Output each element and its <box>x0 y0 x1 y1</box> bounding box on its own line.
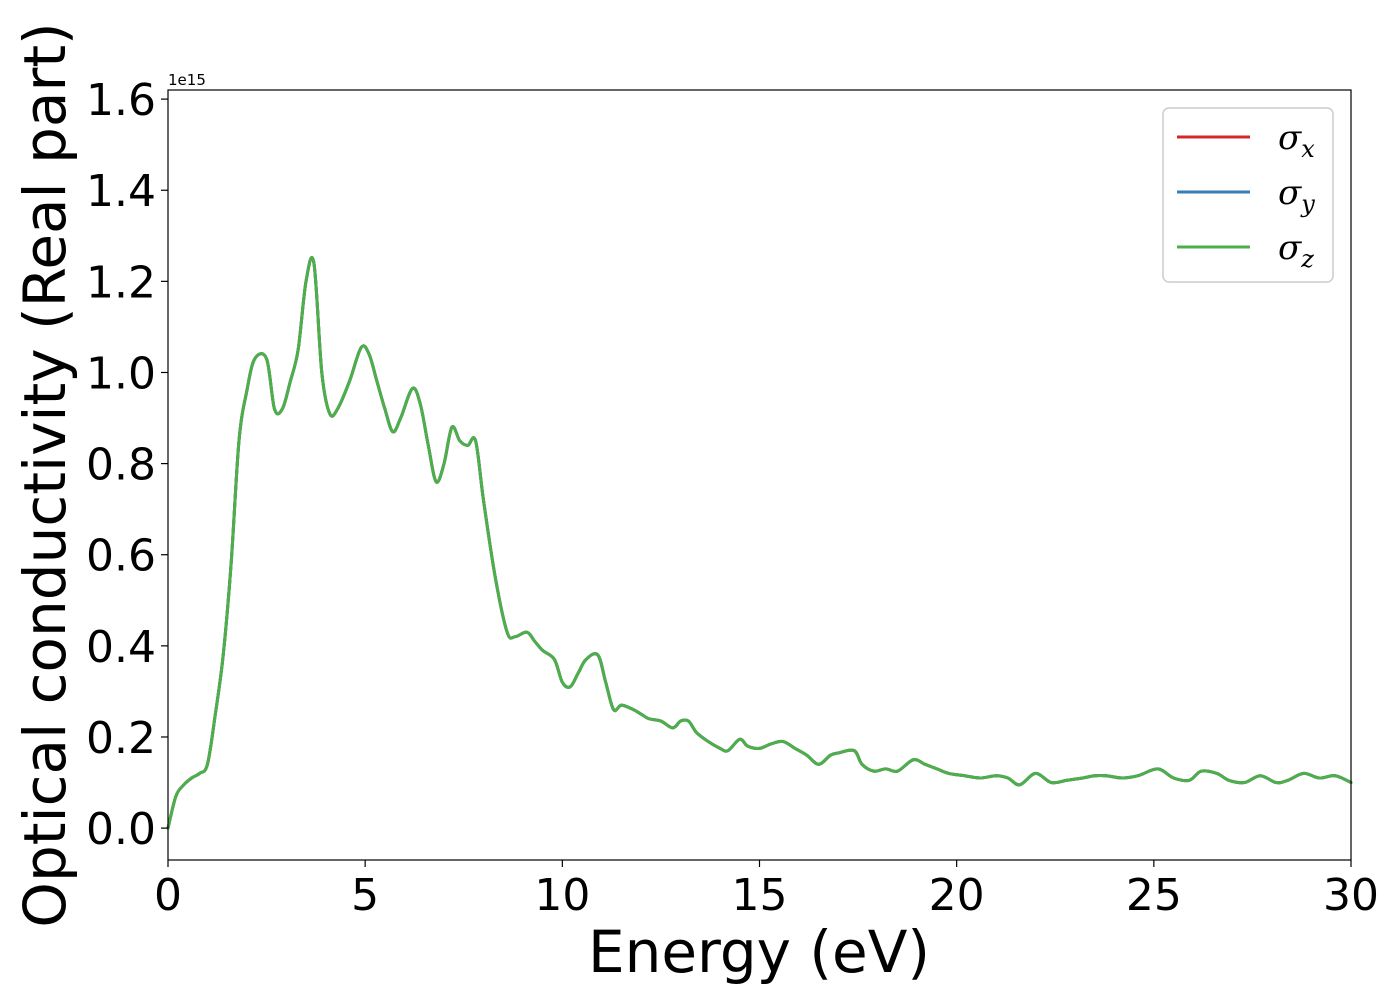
legend: σx σy σz <box>1162 107 1334 283</box>
x-tick-label: 30 <box>1323 870 1379 921</box>
y-axis: 0.0 0.2 0.4 0.6 0.8 1.0 1.2 1.4 1.6 <box>86 75 168 855</box>
legend-label-z: σz <box>1278 228 1314 273</box>
legend-label-x: σx <box>1278 118 1315 163</box>
legend-entries: σx σy σz <box>1177 118 1315 273</box>
series-layer <box>166 256 1353 830</box>
series-line-z <box>166 256 1353 830</box>
legend-label-y: σy <box>1278 173 1315 218</box>
legend-box <box>1162 107 1334 283</box>
y-tick-label: 1.4 <box>86 166 156 217</box>
x-tick-label: 25 <box>1126 870 1182 921</box>
y-axis-label: Optical conductivity (Real part) <box>11 22 79 927</box>
x-tick-label: 10 <box>534 870 590 921</box>
y-tick-label: 0.8 <box>86 440 156 491</box>
x-axis: 0 5 10 15 20 25 30 <box>154 860 1379 921</box>
y-tick-label: 0.4 <box>86 622 156 673</box>
y-tick-label: 1.6 <box>86 75 156 126</box>
x-axis-label: Energy (eV) <box>588 918 930 986</box>
y-tick-label: 0.6 <box>86 531 156 582</box>
x-tick-label: 20 <box>929 870 985 921</box>
y-tick-label: 1.2 <box>86 257 156 308</box>
y-tick-label: 0.2 <box>86 713 156 764</box>
x-tick-label: 5 <box>351 870 379 921</box>
x-tick-label: 0 <box>154 870 182 921</box>
plot-area <box>166 89 1353 861</box>
y-tick-label: 1.0 <box>86 348 156 399</box>
x-tick-label: 15 <box>732 870 788 921</box>
y-offset-label: 1e15 <box>168 71 206 89</box>
y-tick-label: 0.0 <box>86 804 156 855</box>
